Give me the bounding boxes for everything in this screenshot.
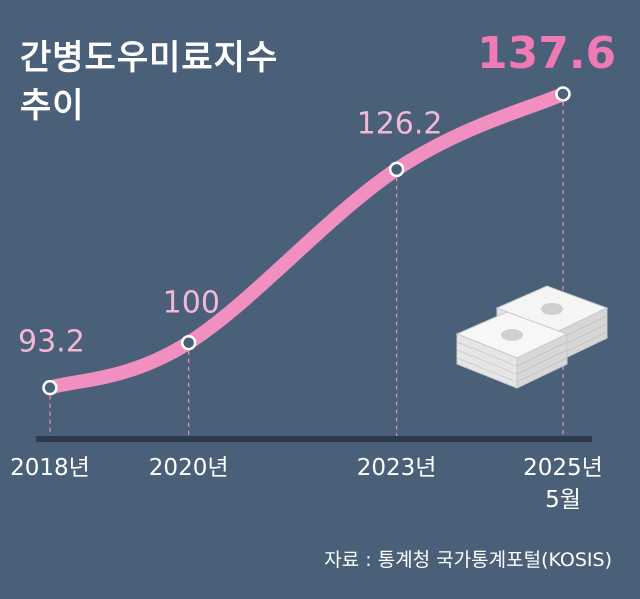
data-point-0 — [42, 379, 58, 396]
x-tick-label-part: 2020년 — [149, 455, 229, 481]
money-stack-icon — [455, 285, 609, 389]
data-point-2 — [388, 161, 405, 178]
data-point-3 — [555, 86, 571, 102]
x-tick-label-part: 2025년 — [523, 455, 603, 481]
chart-title-line-1: 간병도우미료지수 — [20, 38, 279, 78]
x-tick-label-3: 2025년 5월 — [523, 455, 603, 513]
value-label-1: 100 — [163, 286, 220, 321]
x-tick-label-part: 2023년 — [357, 455, 437, 481]
x-axis-baseline — [36, 436, 592, 442]
x-tick-label-1: 2020년 — [149, 455, 229, 481]
value-label-0: 93.2 — [18, 325, 85, 360]
x-tick-label-2: 2023년 — [357, 455, 437, 481]
x-tick-label-part: 5월 — [545, 487, 581, 513]
chart-title-line-2: 추이 — [20, 86, 85, 126]
source-note: 자료 : 통계청 국가통계포털(KOSIS) — [324, 549, 612, 571]
x-tick-label-part: 2018년 — [10, 455, 90, 481]
series-line — [43, 86, 570, 395]
x-tick-label-0: 2018년 — [10, 455, 90, 481]
data-point-1 — [180, 334, 197, 351]
value-label-3: 137.6 — [477, 28, 616, 79]
value-label-2: 126.2 — [357, 106, 443, 141]
